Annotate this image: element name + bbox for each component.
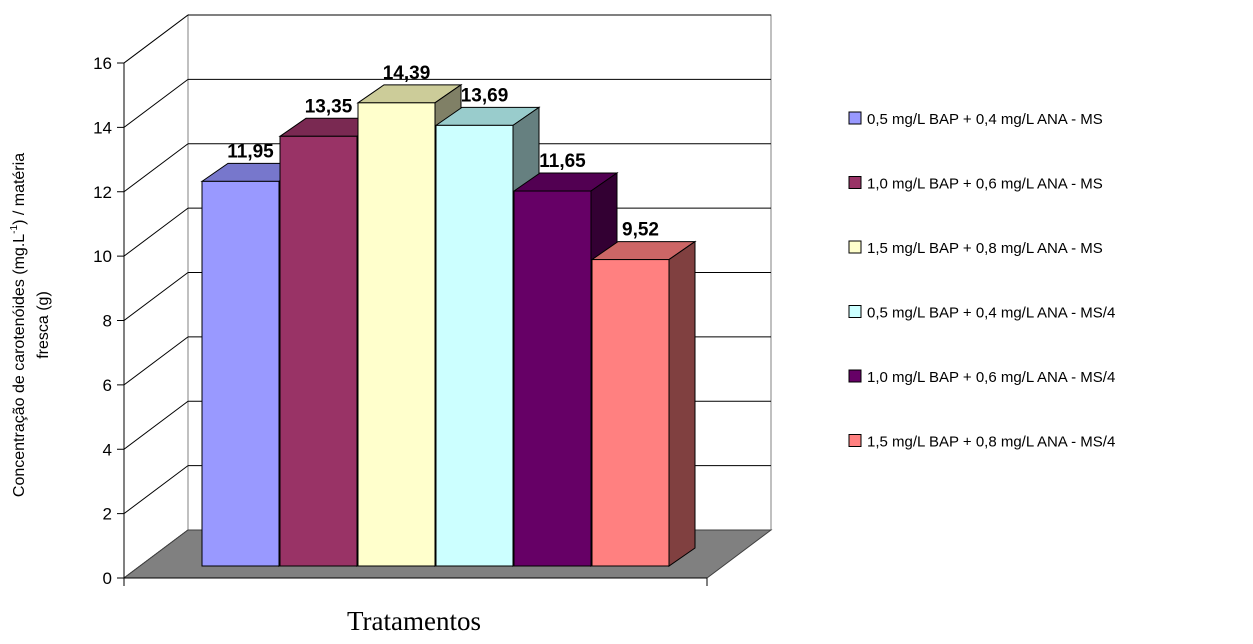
legend-label: 0,5 mg/L BAP + 0,4 mg/L ANA - MS/4: [867, 305, 1115, 322]
y-tick-label: 16: [93, 54, 112, 73]
bar-side: [669, 242, 695, 566]
y-tick-label: 14: [93, 118, 112, 137]
legend-label: 1,5 mg/L BAP + 0,8 mg/L ANA - MS/4: [867, 434, 1115, 451]
y-tick-label: 0: [103, 569, 112, 588]
legend-label: 1,5 mg/L BAP + 0,8 mg/L ANA - MS: [867, 240, 1103, 257]
legend-swatch: [849, 435, 861, 447]
legend-label: 0,5 mg/L BAP + 0,4 mg/L ANA - MS: [867, 111, 1103, 128]
y-tick-label: 8: [103, 312, 112, 331]
data-label: 13,69: [461, 85, 509, 106]
data-label: 11,95: [227, 141, 274, 162]
legend-label: 1,0 mg/L BAP + 0,6 mg/L ANA - MS: [867, 176, 1103, 193]
data-label: 9,52: [622, 220, 659, 241]
x-axis-title: Tratamentos: [347, 606, 481, 636]
legend-swatch: [849, 241, 861, 253]
legend-label: 1,0 mg/L BAP + 0,6 mg/L ANA - MS/4: [867, 369, 1115, 386]
legend-swatch: [849, 306, 861, 318]
legend: 0,5 mg/L BAP + 0,4 mg/L ANA - MS 1,0 mg/L…: [849, 111, 1115, 451]
svg-text:Concentração de carotenóides (: Concentração de carotenóides (mg.L-1) / …: [9, 153, 28, 497]
y-tick-label: 4: [103, 440, 112, 459]
bar: [280, 136, 357, 566]
bar: [436, 125, 513, 566]
y-axis-title-line1: Concentração de carotenóides (mg.L: [11, 234, 28, 497]
bar: [358, 103, 435, 566]
y-tick-label: 10: [93, 247, 112, 266]
y-tick-label: 6: [103, 376, 112, 395]
legend-swatch: [849, 370, 861, 382]
y-axis-title: Concentração de carotenóides (mg.L-1) / …: [9, 153, 52, 497]
data-label: 11,65: [539, 151, 586, 172]
data-label: 14,39: [383, 63, 431, 84]
y-axis-title-line1-end: ) / matéria: [11, 153, 28, 225]
legend-swatch: [849, 177, 861, 189]
data-label: 13,35: [305, 96, 353, 117]
legend-swatch: [849, 112, 861, 124]
y-tick-label: 12: [93, 183, 112, 202]
bar: [202, 181, 279, 566]
bar: [514, 191, 591, 566]
y-tick-label: 2: [103, 505, 112, 524]
y-axis-title-line2: fresca (g): [35, 291, 52, 359]
bar: [592, 260, 669, 566]
